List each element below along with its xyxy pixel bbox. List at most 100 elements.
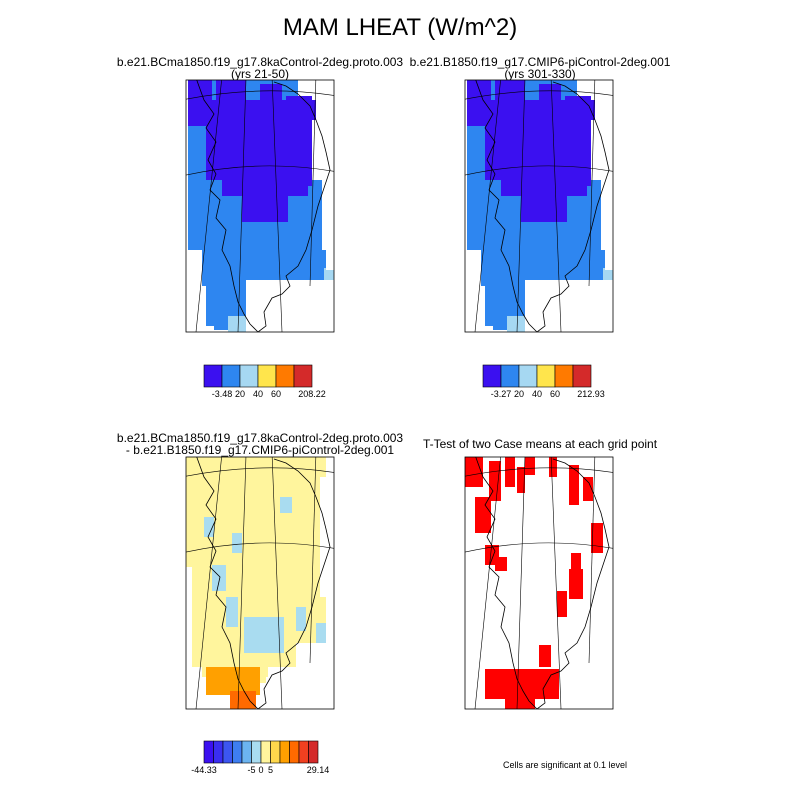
meridian-line	[516, 80, 526, 332]
parallel-line	[186, 90, 334, 100]
panel-1-map	[156, 70, 334, 332]
cell-significant	[549, 457, 557, 477]
colorbar-box	[500, 364, 520, 388]
cell-blue	[316, 250, 326, 280]
meridian-line	[435, 70, 445, 200]
colorbar-tick-label: -3.27	[491, 389, 512, 399]
cell-light-blue	[204, 517, 214, 537]
cell-significant	[475, 497, 491, 533]
panel-3-title-line-1: b.e21.BCma1850.f19_g17.8kaControl-2deg.p…	[116, 431, 404, 445]
cell-light-blue	[232, 533, 242, 553]
colorbar-box	[289, 740, 300, 764]
meridian-line	[550, 457, 562, 709]
panel-4-map	[465, 457, 613, 709]
panel-2-title-line-2: (yrs 301-330)	[504, 67, 576, 81]
colorbar-tick-label: 40	[253, 389, 263, 399]
page-title: MAM LHEAT (W/m^2)	[282, 14, 518, 41]
parallel-line	[186, 165, 334, 176]
cell-significant	[539, 645, 551, 667]
coastline	[475, 457, 610, 709]
colorbar-tick-label: 212.93	[577, 389, 605, 399]
cell-light-blue	[244, 617, 284, 653]
cell-violet	[286, 96, 312, 186]
meridian-line	[271, 457, 283, 709]
cell-light-blue	[212, 565, 226, 591]
cell-blue	[306, 180, 320, 220]
panel-2-map	[435, 70, 613, 332]
cell-dark-orange	[230, 691, 256, 709]
meridian-line	[156, 447, 166, 577]
meridian-line	[237, 457, 247, 709]
colorbar-box	[536, 364, 556, 388]
cell-empty	[186, 286, 206, 332]
panel-3-title: b.e21.BCma1850.f19_g17.8kaControl-2deg.p…	[100, 432, 420, 456]
colorbar-tick-label: 29.14	[307, 765, 330, 775]
meridian-line	[237, 80, 247, 332]
cell-significant	[557, 591, 567, 617]
colorbar-box	[293, 364, 313, 388]
panel-3-map	[156, 447, 334, 709]
colorbar-box	[270, 740, 281, 764]
cell-significant	[525, 457, 535, 475]
colorbar-tick-label: -5	[247, 765, 255, 775]
cell-violet	[539, 84, 561, 104]
cell-violet	[242, 180, 288, 222]
colorbar-box	[308, 740, 319, 764]
cell-light-blue	[324, 268, 334, 288]
meridian-line	[156, 70, 166, 200]
colorbar-box	[222, 740, 233, 764]
cell-significant	[583, 477, 593, 501]
cell-empty	[320, 477, 334, 597]
colorbar-tick-label: 20	[514, 389, 524, 399]
panel-1-title-line-1: b.e21.BCma1850.f19_g17.8kaControl-2deg.p…	[116, 55, 404, 69]
panel-1-frame	[185, 79, 335, 333]
cell-significant	[571, 553, 581, 573]
parallel-line	[465, 165, 613, 176]
panel-2-title: b.e21.B1850.f19_g17.CMIP6-piControl-2deg…	[380, 56, 700, 80]
cell-blue	[595, 250, 605, 280]
colorbar-tick-label: -3.48	[212, 389, 233, 399]
cell-violet	[521, 180, 567, 222]
colorbar-box	[554, 364, 574, 388]
cell-significant	[569, 465, 579, 505]
colorbar-box	[251, 740, 262, 764]
colorbar-box	[279, 740, 290, 764]
cell-violet	[565, 96, 591, 186]
colorbar-tick-label: 208.22	[298, 389, 326, 399]
meridian-line	[309, 457, 317, 664]
meridian-line	[271, 80, 283, 332]
parallel-line	[465, 467, 613, 477]
cell-empty	[605, 190, 613, 270]
graticule	[156, 447, 334, 709]
colorbar-box	[239, 364, 259, 388]
colorbar-box	[241, 740, 252, 764]
cell-empty	[525, 280, 613, 332]
colorbar-1: -3.48 20 40 60 208.22	[203, 364, 326, 399]
panel-4-title-line-1: T-Test of two Case means at each grid po…	[422, 437, 658, 451]
colorbar-box	[221, 364, 241, 388]
colorbar-box	[298, 740, 309, 764]
cell-light-blue	[603, 268, 613, 288]
colorbar-tick-label: 60	[550, 389, 560, 399]
meridian-line	[516, 457, 526, 709]
cell-light-blue	[296, 607, 306, 631]
colorbar-box	[203, 740, 214, 764]
meridian-line	[474, 457, 501, 709]
meridian-line	[474, 80, 501, 332]
colorbar-tick-label: 5	[268, 765, 273, 775]
graticule	[465, 457, 613, 709]
panel-1-title-line-2: (yrs 21-50)	[230, 67, 289, 81]
coastline	[196, 457, 331, 709]
cell-empty	[326, 190, 334, 270]
panel-3-frame	[185, 456, 335, 710]
colorbar-box	[260, 740, 271, 764]
cell-blue	[585, 180, 599, 220]
colorbar-tick-label: -44.33	[191, 765, 217, 775]
cell-light-blue	[507, 316, 525, 332]
cell-significant	[465, 457, 483, 487]
cell-light-blue	[228, 316, 246, 332]
parallel-line	[186, 542, 334, 553]
cell-violet	[260, 84, 282, 104]
colorbar-tick-label: 60	[271, 389, 281, 399]
meridian-line	[195, 80, 222, 332]
